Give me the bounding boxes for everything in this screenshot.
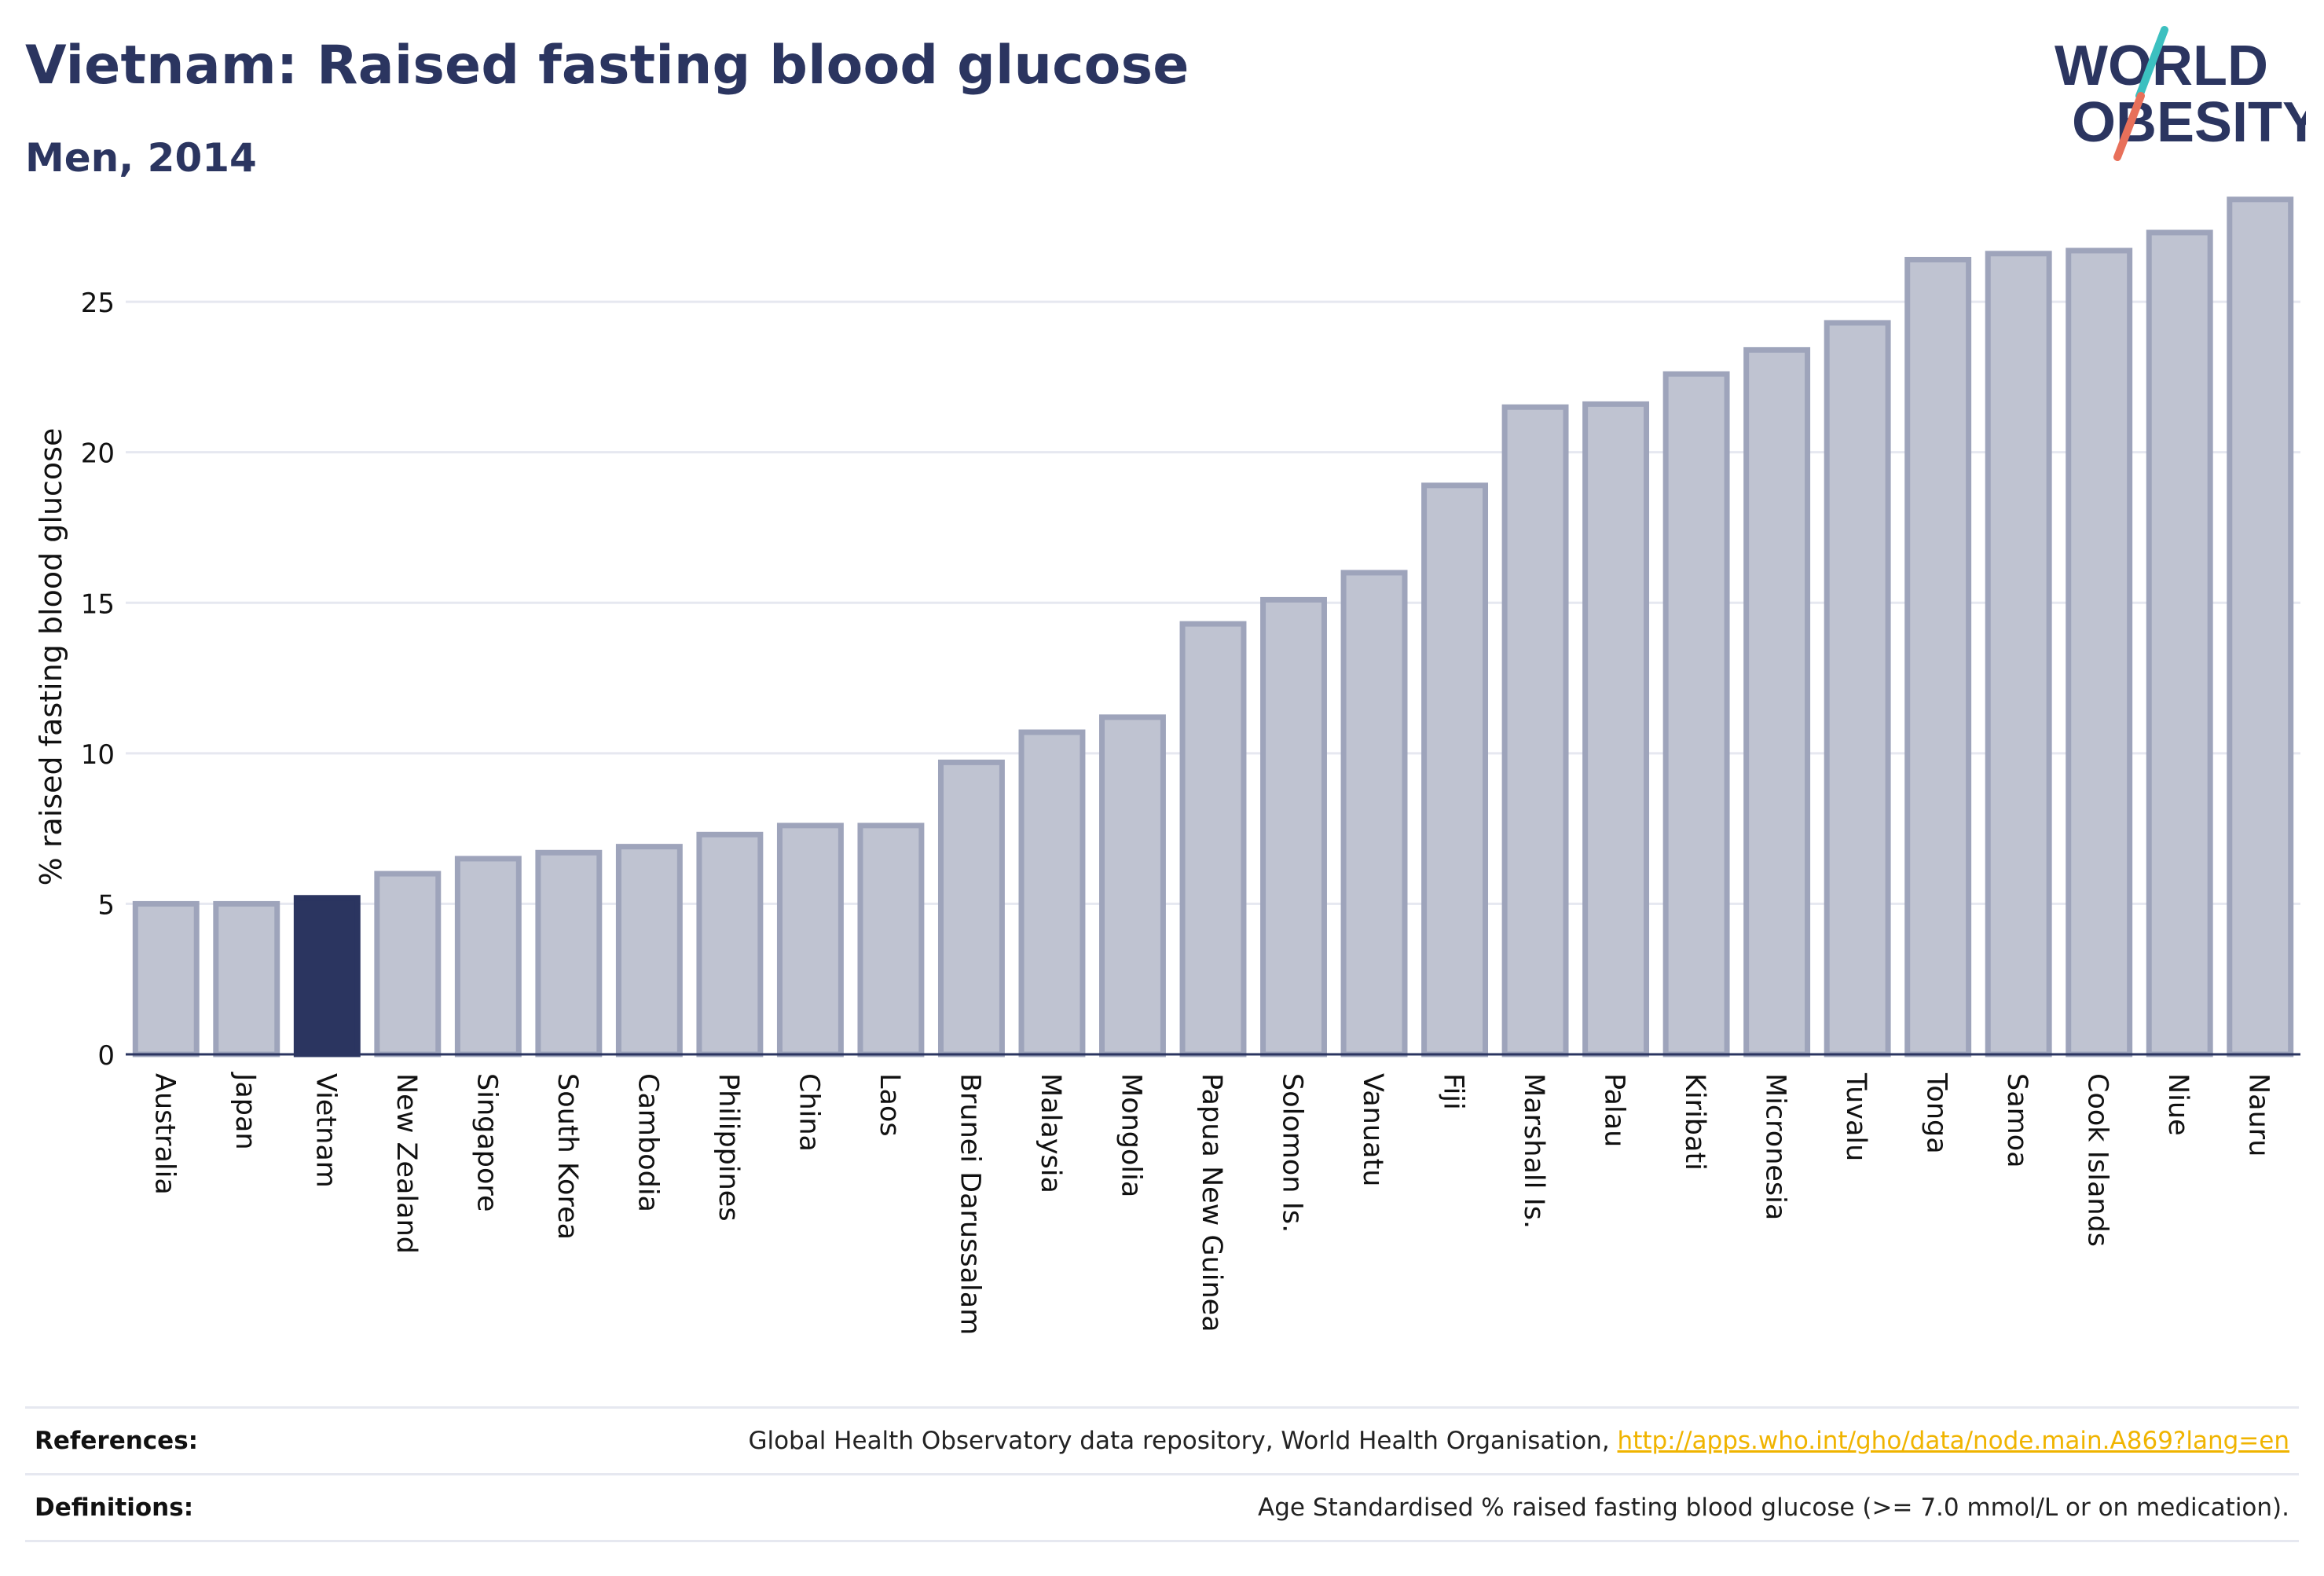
x-tick-label: Solomon Is.	[1277, 1073, 1308, 1233]
definitions-row: Definitions: Age Standardised % raised f…	[25, 1473, 2299, 1542]
definitions-text: Age Standardised % raised fasting blood …	[1258, 1494, 2289, 1522]
bar-nauru	[2227, 196, 2294, 1057]
x-tick-label: Australia	[148, 1073, 180, 1195]
x-tick-label: Vietnam	[310, 1073, 341, 1188]
x-tick-label: Mongolia	[1115, 1073, 1146, 1197]
references-label: References:	[35, 1427, 199, 1455]
tick-labels: 0 5 10 15 20 25 Australia Japan Vietnam New Zeala…	[81, 288, 2300, 1335]
bar-cambodia	[615, 844, 683, 1057]
bar-niue	[2146, 229, 2213, 1057]
x-tick-label: Fiji	[1438, 1073, 1469, 1110]
y-tick-label: 10	[81, 739, 115, 771]
logo-text-obesity: OBESITY	[2072, 91, 2306, 154]
x-tick-label: Nauru	[2243, 1073, 2275, 1156]
x-tick-label: Marshall Is.	[1518, 1073, 1549, 1229]
bar-singapore	[454, 856, 522, 1057]
bar-japan	[213, 900, 280, 1057]
bar-papua-new-guinea	[1179, 621, 1247, 1057]
x-tick-label: Brunei Darussalam	[954, 1073, 985, 1335]
x-tick-label: South Korea	[552, 1073, 583, 1240]
x-tick-label: Laos	[874, 1073, 905, 1137]
x-tick-label: Tonga	[1921, 1072, 1952, 1154]
bar-brunei-darussalam	[937, 759, 1005, 1057]
x-tick-label: Cambodia	[632, 1073, 663, 1212]
definitions-label: Definitions:	[35, 1494, 194, 1522]
references-value: Global Health Observatory data repositor…	[748, 1427, 2289, 1455]
bar-australia	[132, 900, 200, 1057]
bar-mongolia	[1099, 714, 1166, 1057]
bar-vietnam	[293, 895, 361, 1057]
x-tick-label: New Zealand	[390, 1073, 422, 1254]
x-tick-label: China	[793, 1073, 824, 1152]
bar-china	[776, 823, 844, 1057]
chart-title: Vietnam: Raised fasting blood glucose	[25, 35, 1189, 97]
bar-samoa	[1985, 251, 2052, 1057]
bar-tuvalu	[1824, 320, 1891, 1057]
x-tick-label: Japan	[229, 1072, 261, 1150]
bar-palau	[1582, 401, 1650, 1057]
bar-philippines	[696, 831, 764, 1057]
bar-kiribati	[1662, 371, 1730, 1057]
x-tick-label: Palau	[1599, 1073, 1630, 1147]
x-tick-label: Singapore	[471, 1073, 502, 1212]
bars	[132, 196, 2294, 1057]
y-tick-label: 5	[97, 889, 115, 921]
y-tick-label: 0	[97, 1040, 115, 1072]
bar-solomon-is	[1260, 596, 1327, 1057]
bar-tonga	[1904, 256, 1972, 1057]
bar-marshall-is	[1501, 404, 1569, 1057]
x-tick-label: Tuvalu	[1840, 1072, 1871, 1161]
y-axis-label: % raised fasting blood glucose	[34, 428, 68, 886]
references-link[interactable]: http://apps.who.int/gho/data/node.main.A…	[1617, 1427, 2289, 1455]
x-tick-label: Malaysia	[1035, 1073, 1066, 1193]
bar-chart: 0 5 10 15 20 25 Australia Japan Vietnam New Zeala…	[34, 196, 2300, 1335]
references-text: Global Health Observatory data repositor…	[748, 1427, 1618, 1455]
bar-vanuatu	[1340, 570, 1408, 1057]
x-tick-label: Papua New Guinea	[1196, 1073, 1227, 1332]
bar-south-korea	[535, 849, 603, 1057]
x-tick-label: Niue	[2162, 1073, 2194, 1136]
bar-cook-islands	[2066, 247, 2133, 1057]
y-tick-label: 15	[81, 588, 115, 620]
world-obesity-logo: WORLD OBESITY	[2055, 26, 2306, 161]
x-tick-label: Cook Islands	[2082, 1073, 2113, 1247]
logo-slash-bottom	[2113, 92, 2145, 161]
y-tick-label: 25	[81, 288, 115, 319]
chart-subtitle: Men, 2014	[25, 135, 257, 181]
bar-fiji	[1421, 482, 1489, 1057]
x-tick-label: Philippines	[713, 1073, 744, 1222]
bar-new-zealand	[374, 870, 442, 1057]
x-tick-label: Kiribati	[1679, 1073, 1710, 1171]
bar-micronesia	[1743, 346, 1811, 1057]
references-row: References: Global Health Observatory da…	[25, 1406, 2299, 1473]
logo-slash-top	[2135, 26, 2168, 100]
footer: References: Global Health Observatory da…	[25, 1406, 2299, 1542]
bar-malaysia	[1018, 729, 1086, 1057]
x-tick-label: Micronesia	[1760, 1073, 1791, 1220]
bar-laos	[857, 823, 925, 1057]
x-tick-label: Vanuatu	[1357, 1073, 1388, 1186]
x-tick-label: Samoa	[2001, 1073, 2033, 1168]
y-tick-label: 20	[81, 438, 115, 470]
